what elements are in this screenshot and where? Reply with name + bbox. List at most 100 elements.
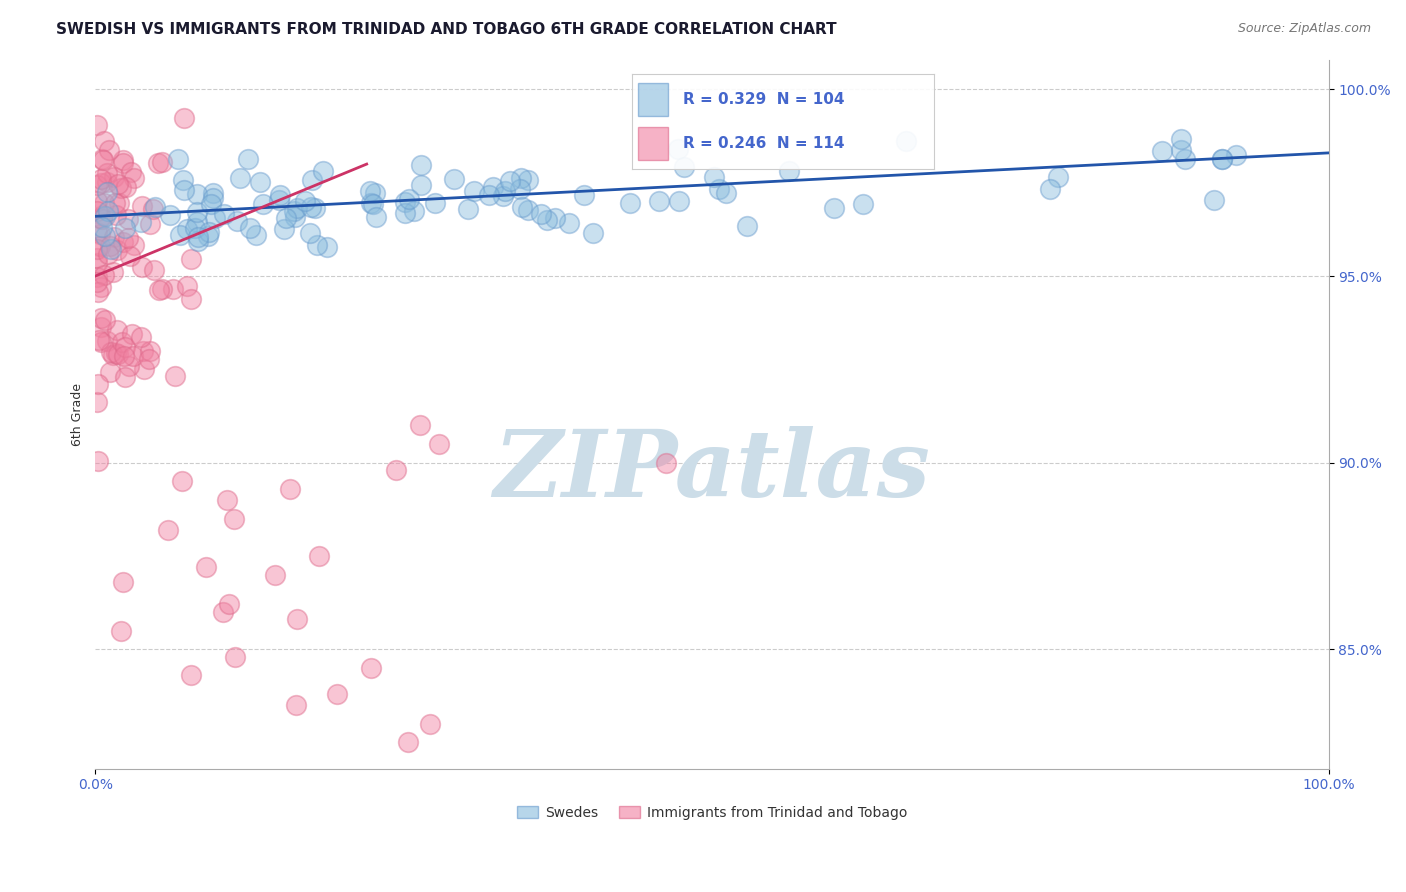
Point [150, 282, 173, 296]
Point [229, 170, 252, 185]
Point [264, 567, 287, 582]
Point [654, 456, 676, 470]
Point [180, 668, 202, 682]
Point [278, 482, 301, 496]
Point [1170, 143, 1192, 157]
Point [110, 624, 132, 638]
Point [111, 334, 134, 349]
Point [86, 251, 108, 265]
Point [184, 221, 207, 235]
Point [1174, 152, 1197, 166]
Y-axis label: 6th Grade: 6th Grade [72, 383, 84, 446]
Point [1211, 152, 1233, 166]
Point [97, 143, 120, 157]
Point [100, 242, 122, 256]
Point [252, 196, 274, 211]
Point [114, 220, 136, 235]
Point [89, 333, 111, 347]
Point [425, 196, 447, 211]
Point [132, 343, 155, 358]
Point [103, 229, 125, 244]
Text: ZIPatlas: ZIPatlas [494, 425, 931, 516]
Point [96, 166, 118, 180]
Point [111, 574, 134, 589]
Point [101, 348, 124, 362]
Point [114, 370, 136, 384]
Point [146, 156, 169, 170]
Point [419, 716, 441, 731]
Point [273, 222, 295, 236]
Point [86, 178, 108, 193]
Point [894, 135, 917, 149]
Point [197, 228, 219, 243]
Point [409, 158, 432, 172]
Point [129, 215, 152, 229]
Point [1038, 182, 1060, 196]
Point [118, 249, 141, 263]
Point [159, 208, 181, 222]
Point [187, 230, 209, 244]
Point [120, 164, 142, 178]
Point [118, 359, 141, 373]
Point [285, 202, 308, 216]
Point [105, 346, 128, 360]
Point [105, 208, 128, 222]
Point [94, 313, 117, 327]
Point [517, 203, 540, 218]
Point [86, 276, 108, 290]
Point [104, 196, 127, 211]
Point [86, 225, 108, 239]
Point [394, 205, 416, 219]
Point [494, 184, 516, 198]
Point [360, 196, 382, 211]
Point [121, 349, 143, 363]
Point [510, 170, 533, 185]
Point [398, 192, 420, 206]
Text: SWEDISH VS IMMIGRANTS FROM TRINIDAD AND TOBAGO 6TH GRADE CORRELATION CHART: SWEDISH VS IMMIGRANTS FROM TRINIDAD AND … [56, 22, 837, 37]
Point [139, 217, 162, 231]
Point [1150, 145, 1173, 159]
Point [186, 205, 208, 219]
Point [245, 227, 267, 242]
Point [396, 735, 419, 749]
Point [167, 152, 190, 166]
Point [1225, 148, 1247, 162]
Point [304, 201, 326, 215]
Point [131, 260, 153, 274]
Point [90, 311, 112, 326]
Point [666, 142, 689, 156]
Point [510, 200, 533, 214]
Point [96, 185, 118, 199]
Point [1170, 131, 1192, 145]
Point [87, 376, 110, 391]
Point [87, 454, 110, 468]
Legend: Swedes, Immigrants from Trinidad and Tobago: Swedes, Immigrants from Trinidad and Tob… [512, 800, 912, 825]
Point [1202, 193, 1225, 207]
Point [86, 395, 108, 409]
Point [112, 153, 135, 167]
Point [89, 239, 111, 253]
Point [516, 173, 538, 187]
Point [105, 243, 128, 257]
Point [457, 202, 479, 217]
Point [364, 186, 387, 200]
Point [107, 347, 129, 361]
Point [162, 282, 184, 296]
Point [509, 182, 531, 196]
Point [90, 280, 112, 294]
Point [93, 134, 115, 148]
Point [283, 203, 305, 218]
Point [198, 225, 221, 239]
Point [284, 210, 307, 224]
Point [180, 252, 202, 266]
Point [131, 199, 153, 213]
Point [112, 349, 135, 363]
Point [572, 188, 595, 202]
Point [402, 204, 425, 219]
Point [1047, 170, 1070, 185]
Point [823, 201, 845, 215]
Point [186, 215, 208, 229]
Point [90, 176, 112, 190]
Point [308, 549, 330, 563]
Point [411, 178, 433, 193]
